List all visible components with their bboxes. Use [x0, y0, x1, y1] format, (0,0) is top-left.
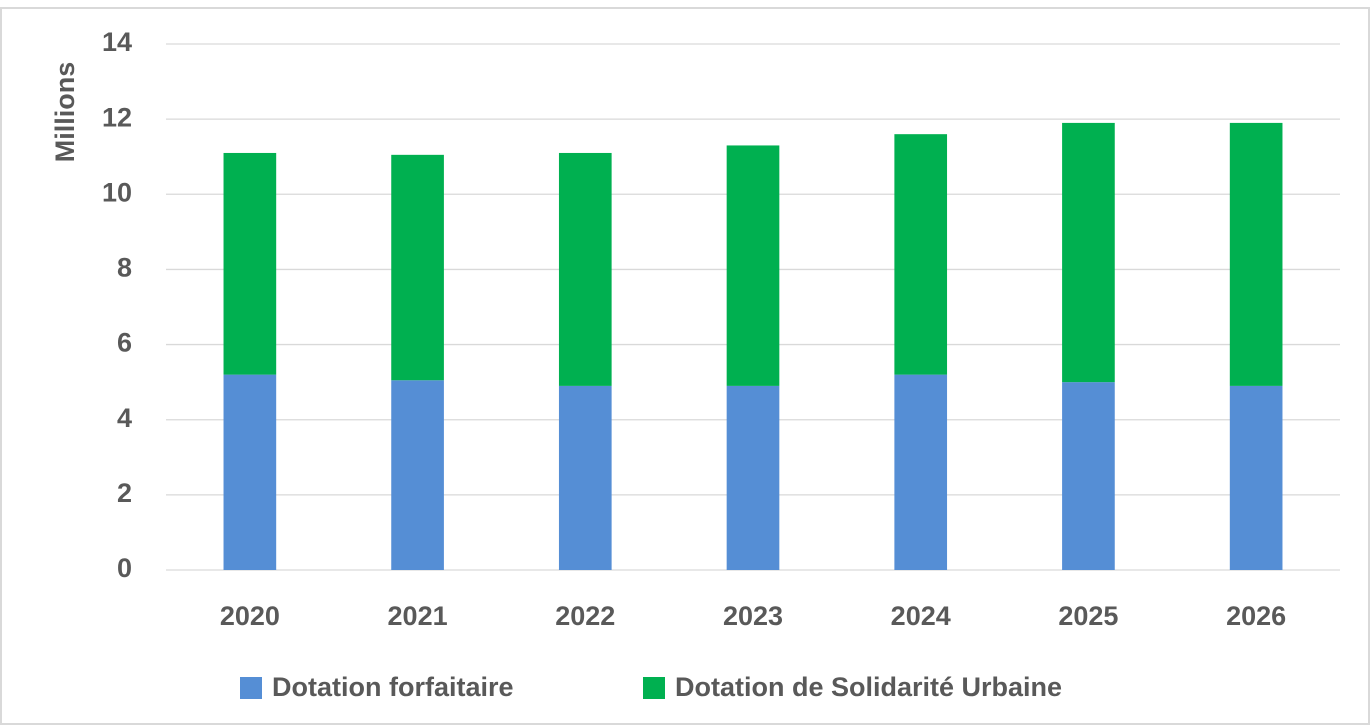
bar-segment — [558, 152, 612, 386]
x-tick-label: 2020 — [220, 601, 280, 631]
bar-segment — [391, 380, 444, 570]
y-tick-label: 6 — [117, 328, 132, 358]
bar-segment — [223, 374, 277, 570]
legend-swatch — [643, 677, 665, 699]
x-tick-label: 2022 — [555, 601, 615, 631]
bar-segment — [894, 134, 948, 375]
y-tick-label: 14 — [102, 27, 132, 57]
bar-segment — [1229, 385, 1283, 570]
legend-label: Dotation forfaitaire — [272, 672, 514, 702]
y-tick-label: 4 — [117, 403, 132, 433]
x-tick-label: 2023 — [723, 601, 783, 631]
x-tick-label: 2026 — [1226, 601, 1286, 631]
bar-segment — [726, 385, 780, 570]
y-tick-label: 8 — [117, 253, 132, 283]
bar-segment — [1229, 122, 1283, 386]
chart-frame — [0, 7, 1370, 725]
bar-segment — [223, 152, 277, 375]
legend-swatch — [240, 677, 262, 699]
y-tick-label: 2 — [117, 478, 132, 508]
y-tick-label: 10 — [102, 177, 132, 207]
bar-segment — [726, 145, 780, 386]
y-tick-label: 12 — [102, 102, 132, 132]
bar-segment — [391, 154, 444, 381]
bar-segment — [558, 385, 612, 570]
x-tick-label: 2024 — [891, 601, 951, 631]
x-tick-label: 2021 — [388, 601, 448, 631]
x-tick-label: 2025 — [1058, 601, 1118, 631]
legend-label: Dotation de Solidarité Urbaine — [675, 672, 1062, 702]
y-tick-label: 0 — [117, 553, 132, 583]
y-axis-label: Millions — [50, 62, 80, 163]
bar-segment — [1062, 382, 1115, 570]
bar-segment — [1062, 122, 1115, 383]
bar-segment — [894, 374, 948, 570]
